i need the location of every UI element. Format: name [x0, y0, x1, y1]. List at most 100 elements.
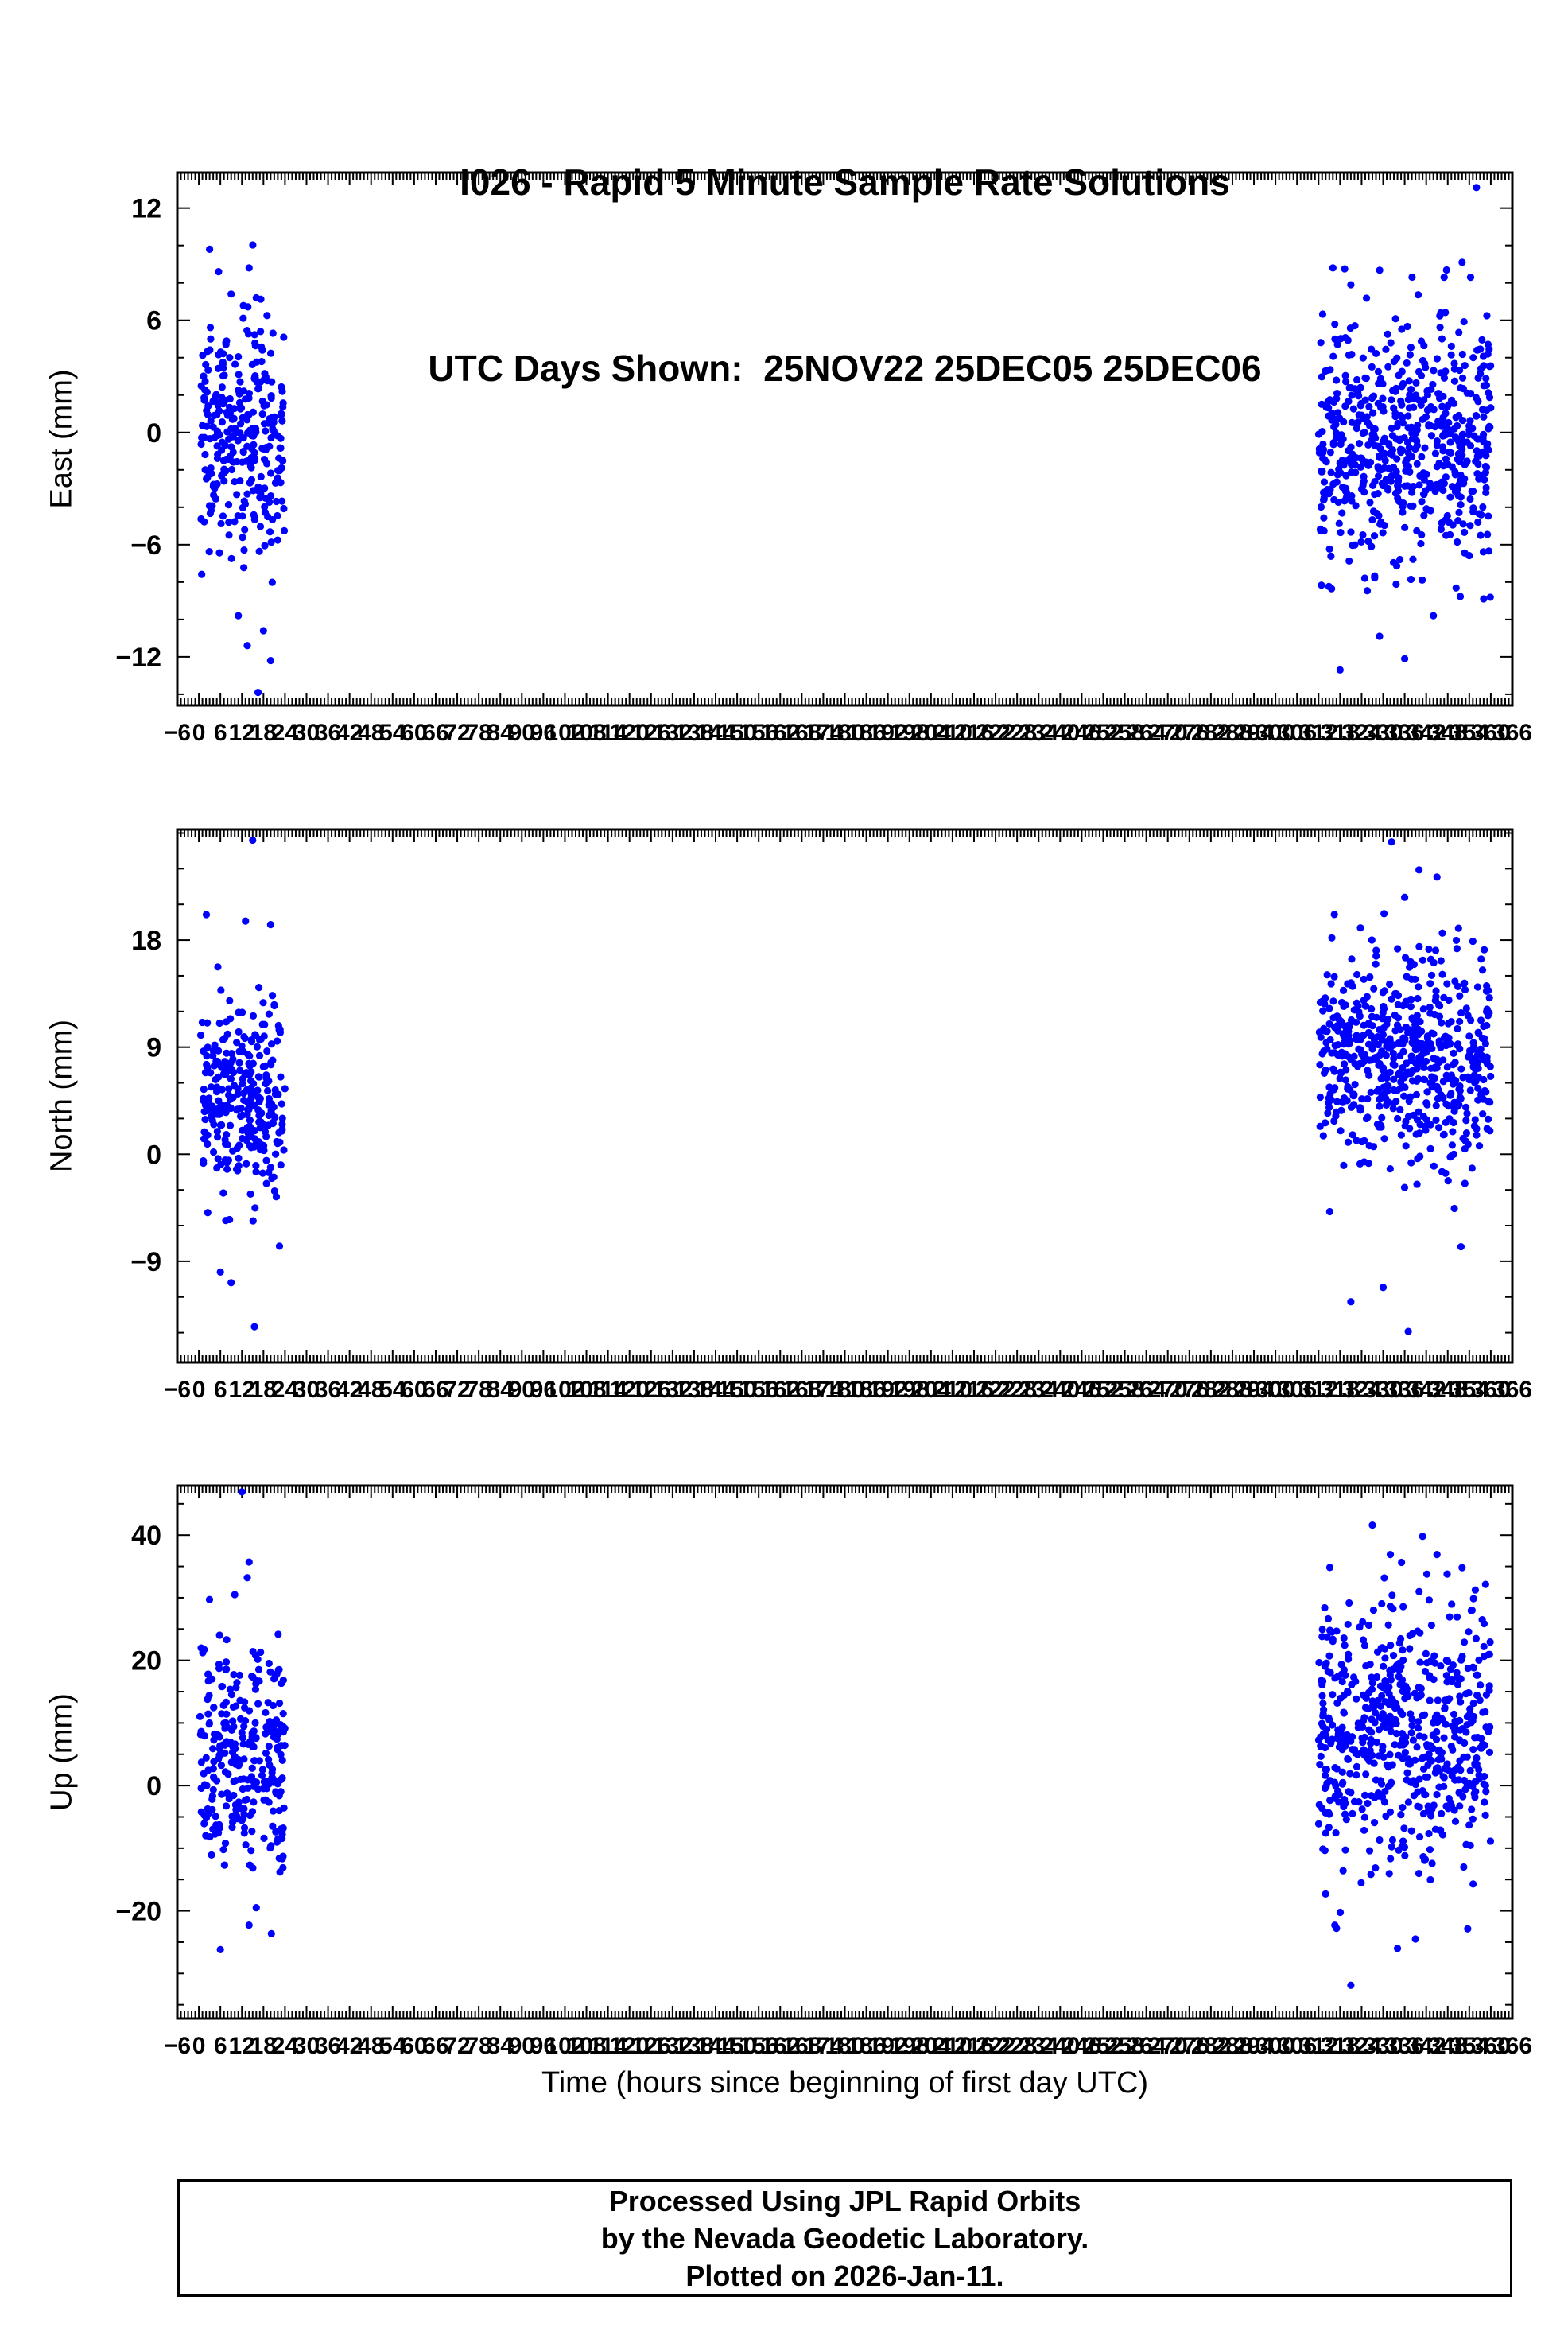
data-point — [1360, 997, 1368, 1004]
data-point — [1466, 522, 1474, 530]
data-point — [1387, 1727, 1395, 1735]
data-point — [1380, 1004, 1388, 1012]
data-point — [1373, 1120, 1382, 1129]
data-point — [1330, 1117, 1338, 1125]
data-point — [1380, 1024, 1388, 1032]
data-point — [1391, 410, 1399, 418]
y-tick-label: 9 — [146, 1033, 161, 1063]
data-point — [246, 1811, 254, 1820]
data-point — [262, 1179, 270, 1187]
data-point — [1380, 1090, 1388, 1098]
data-point — [1345, 1027, 1353, 1036]
data-point — [1368, 1715, 1376, 1723]
data-point — [1416, 1658, 1424, 1666]
data-point — [273, 497, 281, 506]
data-point — [271, 1777, 279, 1785]
data-point — [1442, 266, 1450, 274]
data-point — [252, 1168, 260, 1176]
data-point — [1454, 924, 1462, 932]
x-tick-label: 102 — [545, 720, 584, 746]
data-point — [238, 1042, 246, 1050]
data-point — [1479, 548, 1488, 556]
data-point — [245, 1059, 253, 1067]
data-point — [1394, 992, 1403, 1000]
x-tick-label: 84 — [487, 720, 514, 746]
x-tick-label: 180 — [825, 720, 864, 746]
data-point — [1483, 406, 1491, 414]
data-point — [278, 1855, 286, 1863]
data-point — [1380, 910, 1388, 918]
data-point — [1341, 497, 1349, 505]
data-point — [202, 1754, 210, 1762]
data-point — [262, 494, 270, 503]
up-plot: −6 0 6 121824303642485460667278849096102108… — [115, 1484, 1532, 2059]
data-point — [202, 475, 211, 483]
data-point — [1399, 1047, 1407, 1055]
data-point — [1415, 1129, 1423, 1137]
x-tick-label: 138 — [674, 1377, 714, 1403]
data-point — [207, 464, 215, 472]
data-point — [1407, 483, 1415, 491]
data-point — [1430, 1064, 1438, 1072]
data-point — [218, 383, 226, 391]
data-point — [1347, 1016, 1356, 1024]
data-point — [1316, 1093, 1324, 1102]
data-point — [1430, 1652, 1438, 1660]
data-point — [1482, 488, 1490, 496]
data-point — [1353, 1036, 1361, 1044]
data-point — [1342, 378, 1350, 386]
data-point — [1330, 973, 1338, 981]
data-point — [279, 1677, 287, 1684]
data-point — [1362, 294, 1371, 302]
data-point — [266, 349, 275, 357]
data-point — [1403, 322, 1411, 331]
data-point — [1362, 1770, 1370, 1778]
data-point — [277, 1721, 285, 1729]
data-point — [1381, 1787, 1389, 1795]
data-point — [1407, 385, 1415, 394]
data-point — [1325, 1824, 1333, 1832]
data-point — [1370, 532, 1379, 540]
y-tick-label: 0 — [146, 1771, 161, 1801]
data-point — [1382, 1101, 1391, 1109]
data-point — [1364, 1621, 1373, 1630]
data-point — [222, 1698, 230, 1706]
data-point — [1320, 998, 1328, 1006]
data-point — [1407, 488, 1416, 496]
data-point — [1328, 934, 1336, 942]
data-point — [1486, 593, 1494, 601]
data-point — [1458, 445, 1466, 453]
data-point — [1429, 380, 1437, 389]
data-point — [203, 422, 211, 430]
data-point — [1396, 1105, 1404, 1113]
data-point — [1322, 1066, 1329, 1074]
x-tick-label: 102 — [545, 1377, 584, 1403]
data-point — [1345, 1650, 1353, 1658]
data-point — [1440, 274, 1448, 282]
x-tick-label: 246 — [1062, 720, 1101, 746]
data-point — [216, 1121, 224, 1129]
data-point — [223, 337, 231, 345]
data-point — [1434, 1696, 1442, 1704]
data-point — [278, 1120, 286, 1129]
data-point — [255, 1073, 263, 1081]
x-tick-label: 54 — [379, 720, 406, 746]
data-point — [1435, 1002, 1444, 1010]
x-tick-label: 36 — [315, 1377, 341, 1403]
data-point — [1386, 1035, 1394, 1043]
data-point — [223, 1636, 231, 1644]
data-point — [1399, 1646, 1407, 1654]
data-point — [204, 1099, 212, 1107]
data-point — [226, 1067, 234, 1074]
data-point — [1415, 1108, 1422, 1116]
data-point — [1418, 453, 1426, 460]
x-tick-label: 66 — [422, 1377, 448, 1403]
data-point — [1435, 1037, 1443, 1045]
data-point — [1474, 1084, 1482, 1092]
data-point — [1484, 1012, 1492, 1020]
x-tick-label: 210 — [933, 720, 972, 746]
data-point — [1380, 522, 1388, 530]
data-point — [223, 1738, 231, 1746]
data-point — [1426, 1003, 1434, 1012]
data-point — [238, 458, 246, 466]
